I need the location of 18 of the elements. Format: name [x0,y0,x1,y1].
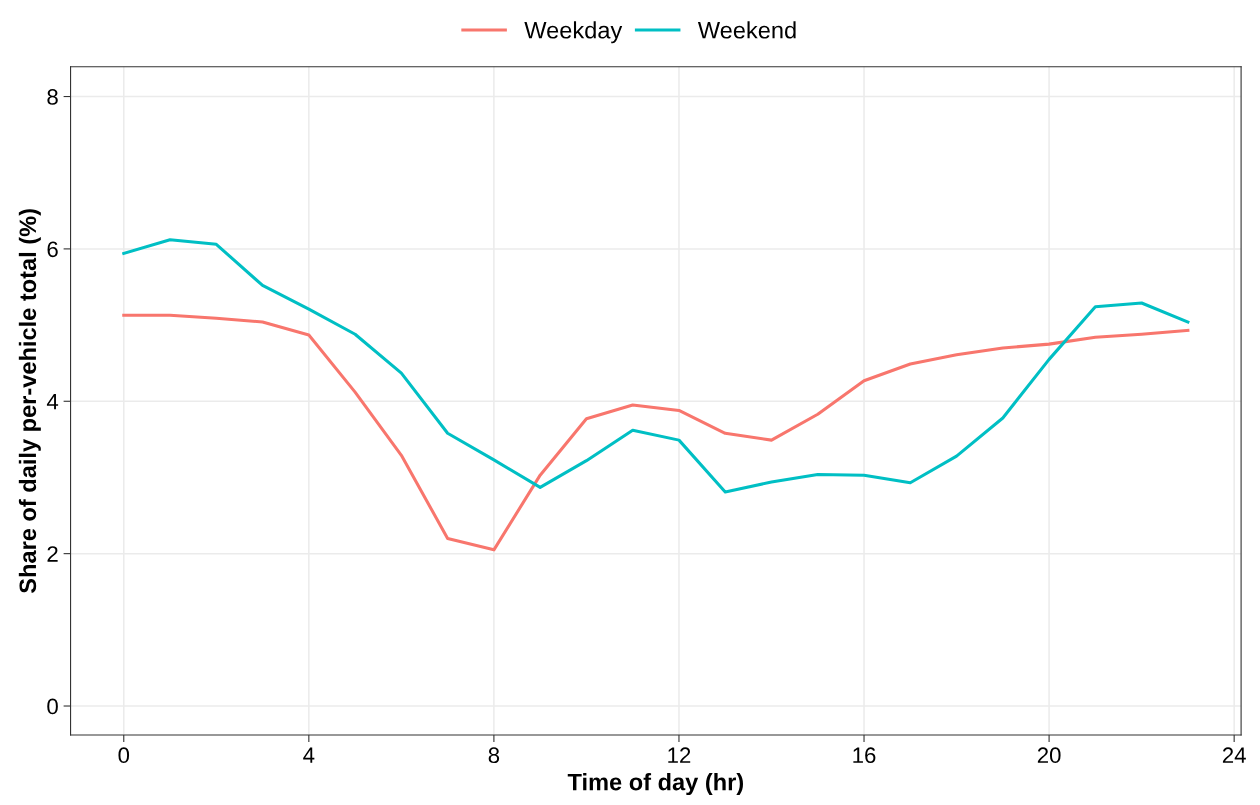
line-series [122,238,1190,494]
x-axis-title: Time of day (hr) [567,773,743,796]
y-tick-label: 0 [47,698,58,715]
legend-label: Weekday [524,21,623,44]
y-tick-label: 2 [47,546,58,562]
legend-label: Weekend [697,21,796,39]
y-tick-label: 8 [47,89,58,105]
x-tick-label: 12 [668,747,691,763]
x-tick-label: 20 [1037,747,1061,764]
x-tick-label: 4 [303,747,315,763]
y-tick-label: 6 [47,241,58,258]
x-tick-label: 0 [118,747,130,764]
y-axis-title: Share of daily per-vehicle total (%) [18,209,41,594]
x-tick-label: 8 [488,747,500,764]
x-tick-label: 16 [853,747,876,764]
y-tick-label: 4 [46,394,59,410]
x-tick-label: 24 [1222,747,1246,763]
line-series [122,313,1190,552]
